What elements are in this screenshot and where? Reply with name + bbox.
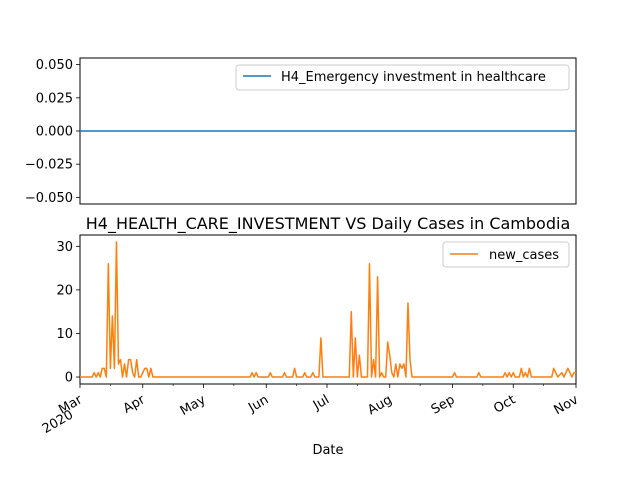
x-tick-label: Jul: [310, 392, 332, 413]
top-y-tick-label: −0.025: [25, 158, 73, 173]
bottom-y-tick-label: 0: [65, 371, 73, 386]
top-panel: 0.050 0.025 0.000 −0.025 −0.050 H4_Emergency…: [25, 57, 577, 206]
bottom-legend-label: new_cases: [489, 248, 559, 263]
bottom-y-tick-label: 10: [56, 327, 73, 342]
bottom-legend: new_cases: [442, 241, 570, 268]
bottom-y-ticks: 0 10 20 30: [56, 240, 80, 386]
top-legend: H4_Emergency investment in healthcare: [235, 64, 570, 91]
x-tick-label: Nov: [552, 392, 582, 418]
x-tick-label: Jun: [245, 392, 271, 416]
bottom-axes-frame: [79, 234, 577, 385]
x-tick-label: Aug: [365, 392, 394, 418]
x-tick-label: Oct: [491, 392, 518, 416]
top-y-tick-label: 0.000: [36, 125, 73, 140]
top-y-tick-label: −0.050: [25, 191, 73, 206]
top-y-tick-label: 0.050: [36, 58, 73, 73]
x-tick-year-label: 2020: [40, 407, 76, 437]
x-tick-label: Apr: [121, 392, 149, 417]
bottom-legend-box: [442, 241, 570, 268]
bottom-y-tick-label: 20: [56, 283, 73, 298]
top-y-tick-label: 0.025: [36, 91, 73, 106]
bottom-panel: H4_HEALTH_CARE_INVESTMENT VS Daily Cases…: [40, 214, 581, 458]
top-y-ticks: 0.050 0.025 0.000 −0.025 −0.050: [25, 58, 80, 206]
x-tick-label: May: [178, 392, 209, 419]
chart-title: H4_HEALTH_CARE_INVESTMENT VS Daily Cases…: [86, 214, 571, 234]
bottom-y-tick-label: 30: [56, 240, 73, 255]
x-tick-label: Sep: [429, 392, 458, 417]
bottom-series-lines: [80, 241, 576, 378]
top-legend-label: H4_Emergency investment in healthcare: [281, 70, 546, 85]
new-cases-line: [80, 241, 576, 378]
top-legend-box: [235, 64, 570, 91]
x-axis-label: Date: [312, 443, 343, 458]
